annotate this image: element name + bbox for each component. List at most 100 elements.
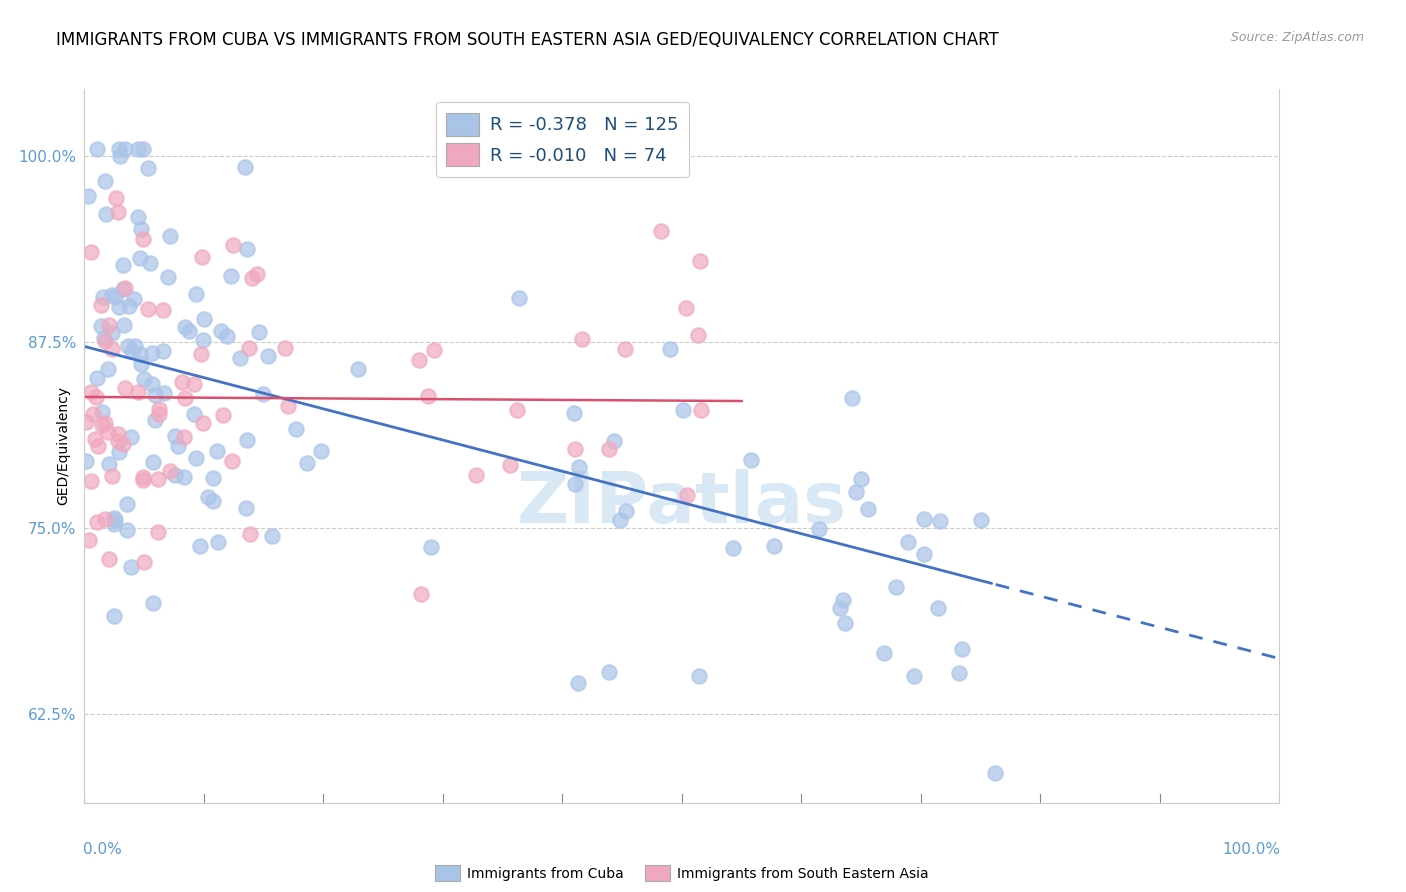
Point [122,292,145,306]
Point [97,361,120,376]
Point [948,665,970,680]
Y-axis label: GED/Equivalency: GED/Equivalency [56,386,70,506]
Point [101,326,124,340]
Point [562,406,585,420]
Point [165,467,187,482]
Point [841,391,863,405]
Point [506,402,529,417]
Point [143,388,166,402]
Point [173,430,195,444]
Point [114,381,136,395]
Point [567,676,589,690]
Point [153,386,176,401]
Point [179,324,201,338]
Point [603,434,626,448]
Point [75,453,97,467]
Point [222,238,245,252]
Point [508,291,530,305]
Point [564,442,586,456]
Point [136,161,159,176]
Point [152,303,174,318]
Point [831,593,853,607]
Point [112,318,135,332]
Point [142,455,165,469]
Point [90,417,112,432]
Text: IMMIGRANTS FROM CUBA VS IMMIGRANTS FROM SOUTH EASTERN ASIA GED/EQUIVALENCY CORRE: IMMIGRANTS FROM CUBA VS IMMIGRANTS FROM … [56,31,1000,49]
Point [173,319,195,334]
Point [77,189,100,203]
Point [132,473,155,487]
Point [897,535,920,549]
Point [873,646,896,660]
Point [221,454,243,468]
Point [94,207,117,221]
Point [156,269,179,284]
Point [235,242,257,256]
Point [229,351,252,365]
Text: 0.0%: 0.0% [83,842,122,857]
Point [408,353,430,368]
Point [201,471,224,485]
Point [689,402,711,417]
Point [568,459,591,474]
Point [139,256,162,270]
Point [763,539,786,553]
Point [112,437,135,451]
Point [184,451,207,466]
Point [950,641,973,656]
Point [219,269,242,284]
Point [97,551,120,566]
Point [346,362,368,376]
Point [571,332,593,346]
Point [152,343,174,358]
Point [688,669,710,683]
Point [215,329,238,343]
Point [103,516,125,531]
Point [239,526,262,541]
Point [912,512,935,526]
Point [107,204,129,219]
Point [235,501,257,516]
Text: Source: ZipAtlas.com: Source: ZipAtlas.com [1230,31,1364,45]
Point [94,174,117,188]
Point [124,338,146,352]
Point [295,456,318,470]
Point [193,311,215,326]
Point [112,282,135,296]
Point [423,343,446,357]
Point [740,452,762,467]
Point [114,281,136,295]
Point [191,334,214,348]
Point [93,331,115,345]
Point [808,522,831,536]
Point [419,540,441,554]
Point [132,555,155,569]
Point [659,342,682,356]
Point [418,389,440,403]
Point [262,528,284,542]
Point [110,149,132,163]
Point [184,286,207,301]
Point [98,318,121,333]
Point [984,766,1007,780]
Point [80,384,103,399]
Point [141,377,163,392]
Point [105,191,128,205]
Point [235,160,257,174]
Point [121,343,143,358]
Point [101,342,124,356]
Point [103,511,125,525]
Point [245,267,267,281]
Point [285,422,308,436]
Point [148,407,170,421]
Point [464,468,486,483]
Point [193,416,215,430]
Point [129,347,152,361]
Point [148,525,170,540]
Point [190,347,212,361]
Point [238,342,260,356]
Point [132,232,155,246]
Point [129,222,152,236]
Point [120,430,142,444]
Point [598,665,620,679]
